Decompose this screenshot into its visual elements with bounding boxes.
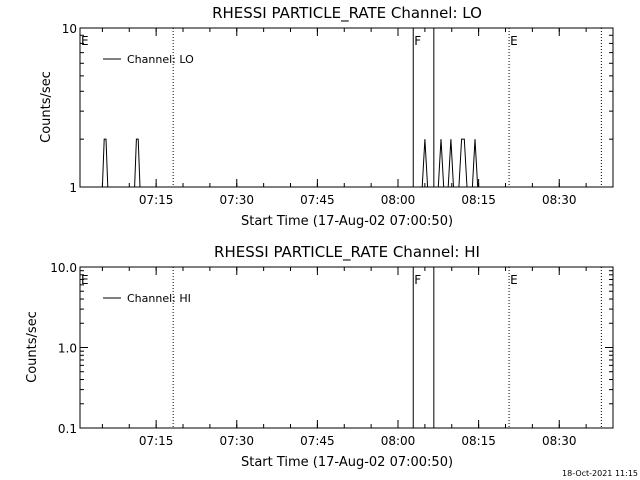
chart-hi-ticks: 07:15 07:30 07:45 08:00 08:15 08:30 0.1 1.0 10.0	[50, 261, 614, 448]
chart-lo-ticks: 07:15 07:30 07:45 08:00 08:15 08:30 1 10	[62, 22, 614, 207]
y-tick-label: 1	[69, 181, 77, 195]
x-tick-label: 07:15	[139, 434, 174, 448]
x-tick-label: 08:00	[381, 434, 416, 448]
chart-lo-data	[101, 138, 479, 188]
x-tick-label: 08:15	[461, 434, 496, 448]
chart-lo-legend: Channel: LO	[103, 53, 194, 66]
chart-hi-legend-label: Channel: HI	[127, 292, 191, 305]
x-tick-label: 08:30	[542, 434, 577, 448]
x-tick-label: 07:30	[219, 193, 254, 207]
chart-hi-xlabel: Start Time (17-Aug-02 07:00:50)	[241, 455, 453, 470]
y-tick-label: 0.1	[58, 422, 77, 436]
chart-lo-legend-label: Channel: LO	[127, 53, 194, 66]
event-marker-label: E	[510, 273, 518, 287]
event-marker-label: F	[414, 34, 421, 48]
x-tick-label: 08:15	[461, 193, 496, 207]
event-marker-label: E	[81, 34, 89, 48]
chart-hi-ylabel: Counts/sec	[25, 311, 40, 383]
y-tick-label: 10.0	[50, 261, 77, 275]
chart-hi-title: RHESSI PARTICLE_RATE Channel: HI	[214, 243, 480, 262]
x-tick-label: 07:15	[139, 193, 174, 207]
x-tick-label: 08:00	[381, 193, 416, 207]
event-marker-label: F	[414, 273, 421, 287]
chart-lo: RHESSI PARTICLE_RATE Channel: LO Start T…	[39, 4, 614, 229]
y-tick-label: 1.0	[58, 342, 77, 356]
x-tick-label: 07:45	[300, 193, 335, 207]
chart-lo-title: RHESSI PARTICLE_RATE Channel: LO	[212, 4, 482, 23]
event-marker-label: E	[81, 273, 89, 287]
x-tick-label: 08:30	[542, 193, 577, 207]
y-tick-label: 10	[62, 22, 77, 36]
x-tick-label: 07:30	[219, 434, 254, 448]
event-marker-label: E	[510, 34, 518, 48]
chart-lo-xlabel: Start Time (17-Aug-02 07:00:50)	[241, 214, 453, 229]
chart-lo-ylabel: Counts/sec	[39, 71, 54, 143]
x-tick-label: 07:45	[300, 434, 335, 448]
chart-hi: RHESSI PARTICLE_RATE Channel: HI Start T…	[25, 243, 614, 470]
chart-hi-legend: Channel: HI	[103, 292, 191, 305]
series-line	[101, 138, 479, 188]
footer-timestamp: 18-Oct-2021 11:15	[562, 469, 638, 478]
